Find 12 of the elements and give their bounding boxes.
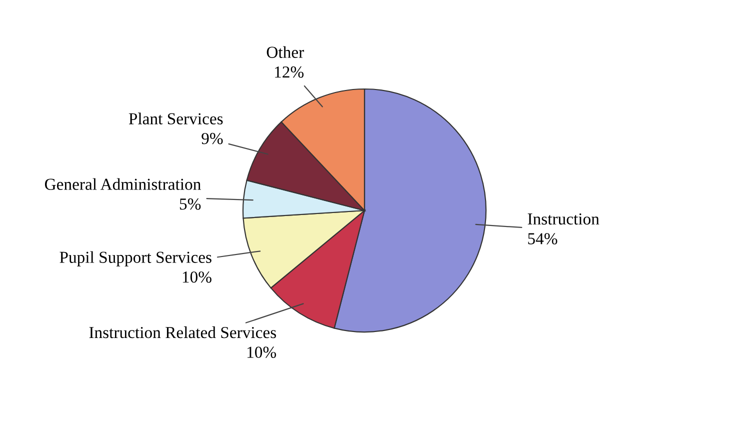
slice-label: Other (266, 46, 304, 58)
data-label: 9% (202, 132, 223, 144)
data-label: 12% (275, 66, 304, 78)
slice-label: Pupil Support Services (60, 251, 212, 266)
data-label: 54% (528, 233, 558, 244)
slice-label: Plant Services (128, 112, 223, 124)
data-label: 10% (182, 271, 212, 283)
slice-label: Instruction Related Services (89, 326, 276, 338)
data-label: 10% (248, 346, 276, 358)
slice-label: Instruction (528, 213, 600, 225)
slice-label: General Administration (44, 178, 201, 190)
data-label: 5% (180, 198, 201, 210)
